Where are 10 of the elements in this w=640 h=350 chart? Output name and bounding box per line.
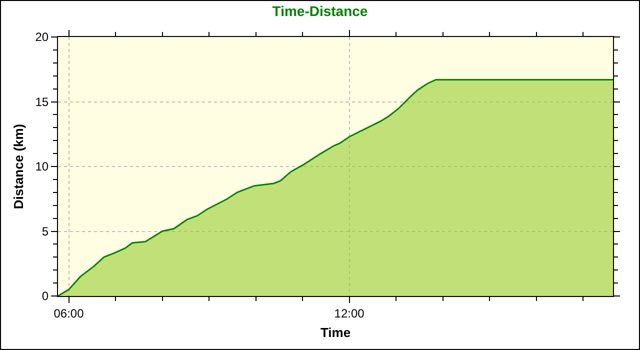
x-tick-label: 12:00 <box>334 306 365 320</box>
y-axis-title: Distance (km) <box>11 124 26 210</box>
y-tick-label: 5 <box>42 224 49 238</box>
x-tick-label: 06:00 <box>54 306 84 320</box>
y-tick-label: 20 <box>35 30 49 44</box>
y-tick-label: 0 <box>42 289 49 304</box>
chart-title: Time-Distance <box>272 3 368 20</box>
x-axis-title: Time <box>320 325 351 340</box>
y-tick-label: 15 <box>35 94 49 109</box>
y-tick-label: 10 <box>35 160 49 174</box>
